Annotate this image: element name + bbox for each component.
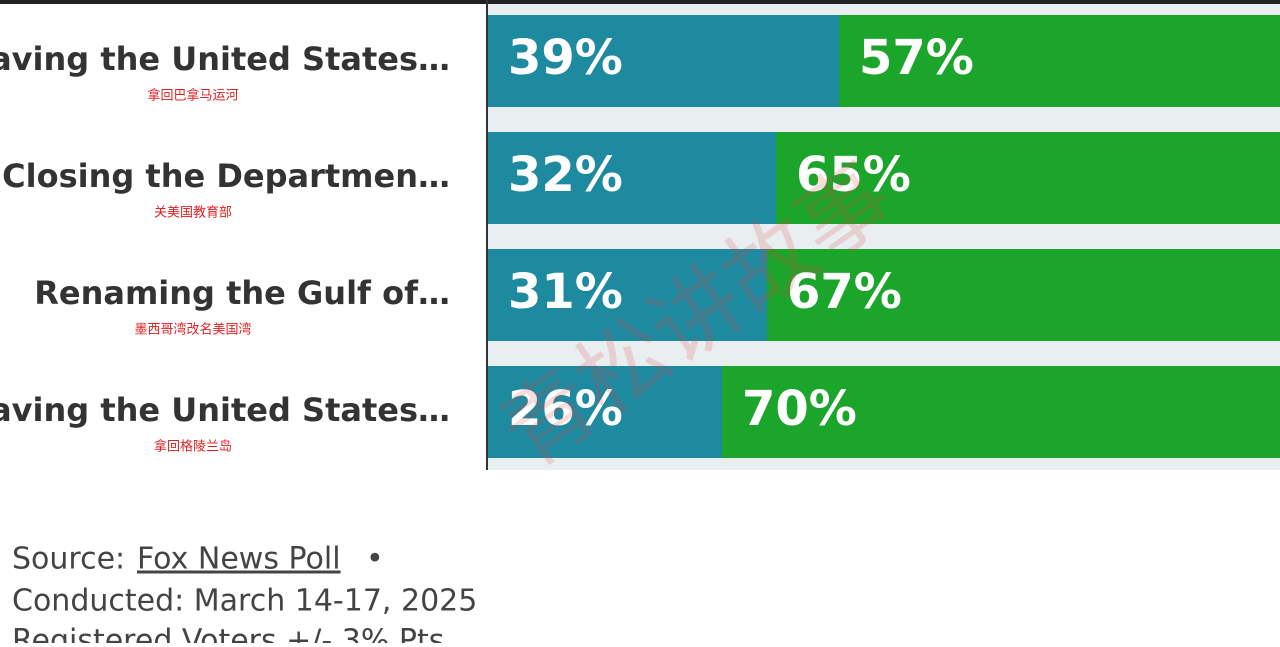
value-label: 31% [508,264,623,320]
top-border [0,0,1280,4]
conducted: Conducted: March 14-17, 2025 [12,584,477,619]
source-link[interactable]: Fox News Poll [137,542,341,577]
category-label: Having the United States… [0,40,450,78]
annotation: 墨西哥湾改名美国湾 [134,322,251,338]
bar-segment [722,366,1280,458]
separator: • [366,542,384,577]
value-label: 39% [508,30,623,86]
value-label: 67% [787,264,902,320]
value-label: 65% [796,147,911,203]
bar-segment [488,132,776,224]
category-label: Closing the Departmen… [2,157,450,195]
bar-segment [767,249,1280,341]
value-label: 32% [508,147,623,203]
source-prefix: Source: [12,542,125,577]
bar-segment [488,249,767,341]
bar-segment [776,132,1280,224]
category-label: Having the United States… [0,391,450,429]
value-label: 70% [742,381,857,437]
value-label: 57% [859,30,974,86]
annotation: 拿回格陵兰岛 [154,439,232,455]
value-label: 26% [508,381,623,437]
voters: Registered Voters +/- 3% Pts [12,624,444,644]
bar-segment [488,15,839,107]
category-label: Renaming the Gulf of… [34,274,450,312]
annotation: 拿回巴拿马运河 [147,88,238,104]
annotation: 关美国教育部 [154,205,232,221]
bar-segment [839,15,1280,107]
bar-segment [488,366,722,458]
